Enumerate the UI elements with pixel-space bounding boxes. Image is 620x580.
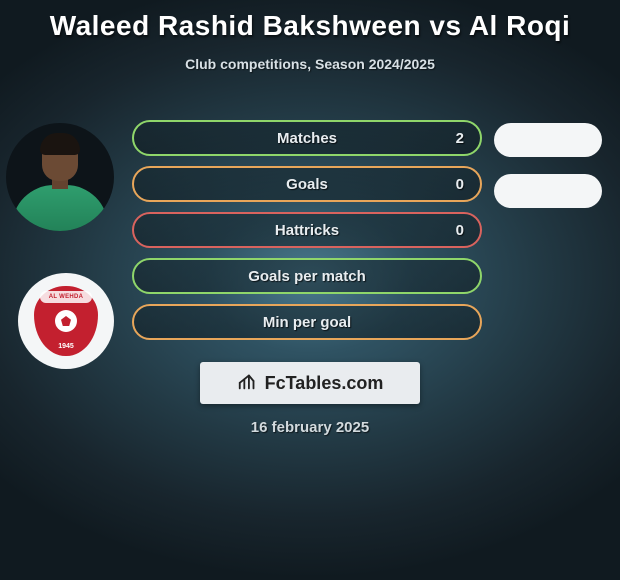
comparison-infographic: Waleed Rashid Bakshween vs Al Roqi Club … bbox=[0, 0, 620, 580]
player-avatar-left bbox=[6, 123, 114, 231]
club-shield: AL WEHDA CLUB 1945 bbox=[34, 286, 98, 356]
stat-pill: Min per goal bbox=[132, 304, 482, 340]
page-title: Waleed Rashid Bakshween vs Al Roqi bbox=[0, 0, 620, 42]
stat-value-right: 2 bbox=[456, 122, 464, 154]
stat-row: Min per goal bbox=[132, 304, 482, 340]
stat-row: Hattricks0 bbox=[132, 212, 482, 248]
body-area: AL WEHDA CLUB 1945 Matches2Goals0Hattric… bbox=[0, 108, 620, 368]
stat-row: Matches2 bbox=[132, 120, 482, 156]
club-badge-right-placeholder bbox=[494, 174, 602, 208]
stat-value-right: 0 bbox=[456, 214, 464, 246]
page-subtitle: Club competitions, Season 2024/2025 bbox=[0, 56, 620, 72]
chart-icon bbox=[237, 370, 259, 397]
stat-label: Goals bbox=[134, 168, 480, 200]
player-hair bbox=[40, 133, 80, 155]
club-ball-icon bbox=[55, 310, 77, 332]
stat-value-right: 0 bbox=[456, 168, 464, 200]
club-banner: AL WEHDA CLUB bbox=[40, 291, 92, 303]
player-shirt bbox=[12, 185, 108, 231]
player-avatar-right-placeholder bbox=[494, 123, 602, 157]
stat-label: Min per goal bbox=[134, 306, 480, 338]
stat-pill: Goals per match bbox=[132, 258, 482, 294]
stat-label: Matches bbox=[134, 122, 480, 154]
stat-row: Goals0 bbox=[132, 166, 482, 202]
stats-column: Matches2Goals0Hattricks0Goals per matchM… bbox=[132, 120, 482, 350]
attribution-badge: FcTables.com bbox=[200, 362, 420, 404]
stat-pill: Hattricks0 bbox=[132, 212, 482, 248]
stat-label: Goals per match bbox=[134, 260, 480, 292]
stat-row: Goals per match bbox=[132, 258, 482, 294]
stat-pill: Goals0 bbox=[132, 166, 482, 202]
stat-pill: Matches2 bbox=[132, 120, 482, 156]
date-line: 16 february 2025 bbox=[0, 419, 620, 436]
attribution-text: FcTables.com bbox=[265, 373, 384, 394]
club-year: 1945 bbox=[34, 343, 98, 350]
stat-label: Hattricks bbox=[134, 214, 480, 246]
club-badge-left: AL WEHDA CLUB 1945 bbox=[18, 273, 114, 369]
